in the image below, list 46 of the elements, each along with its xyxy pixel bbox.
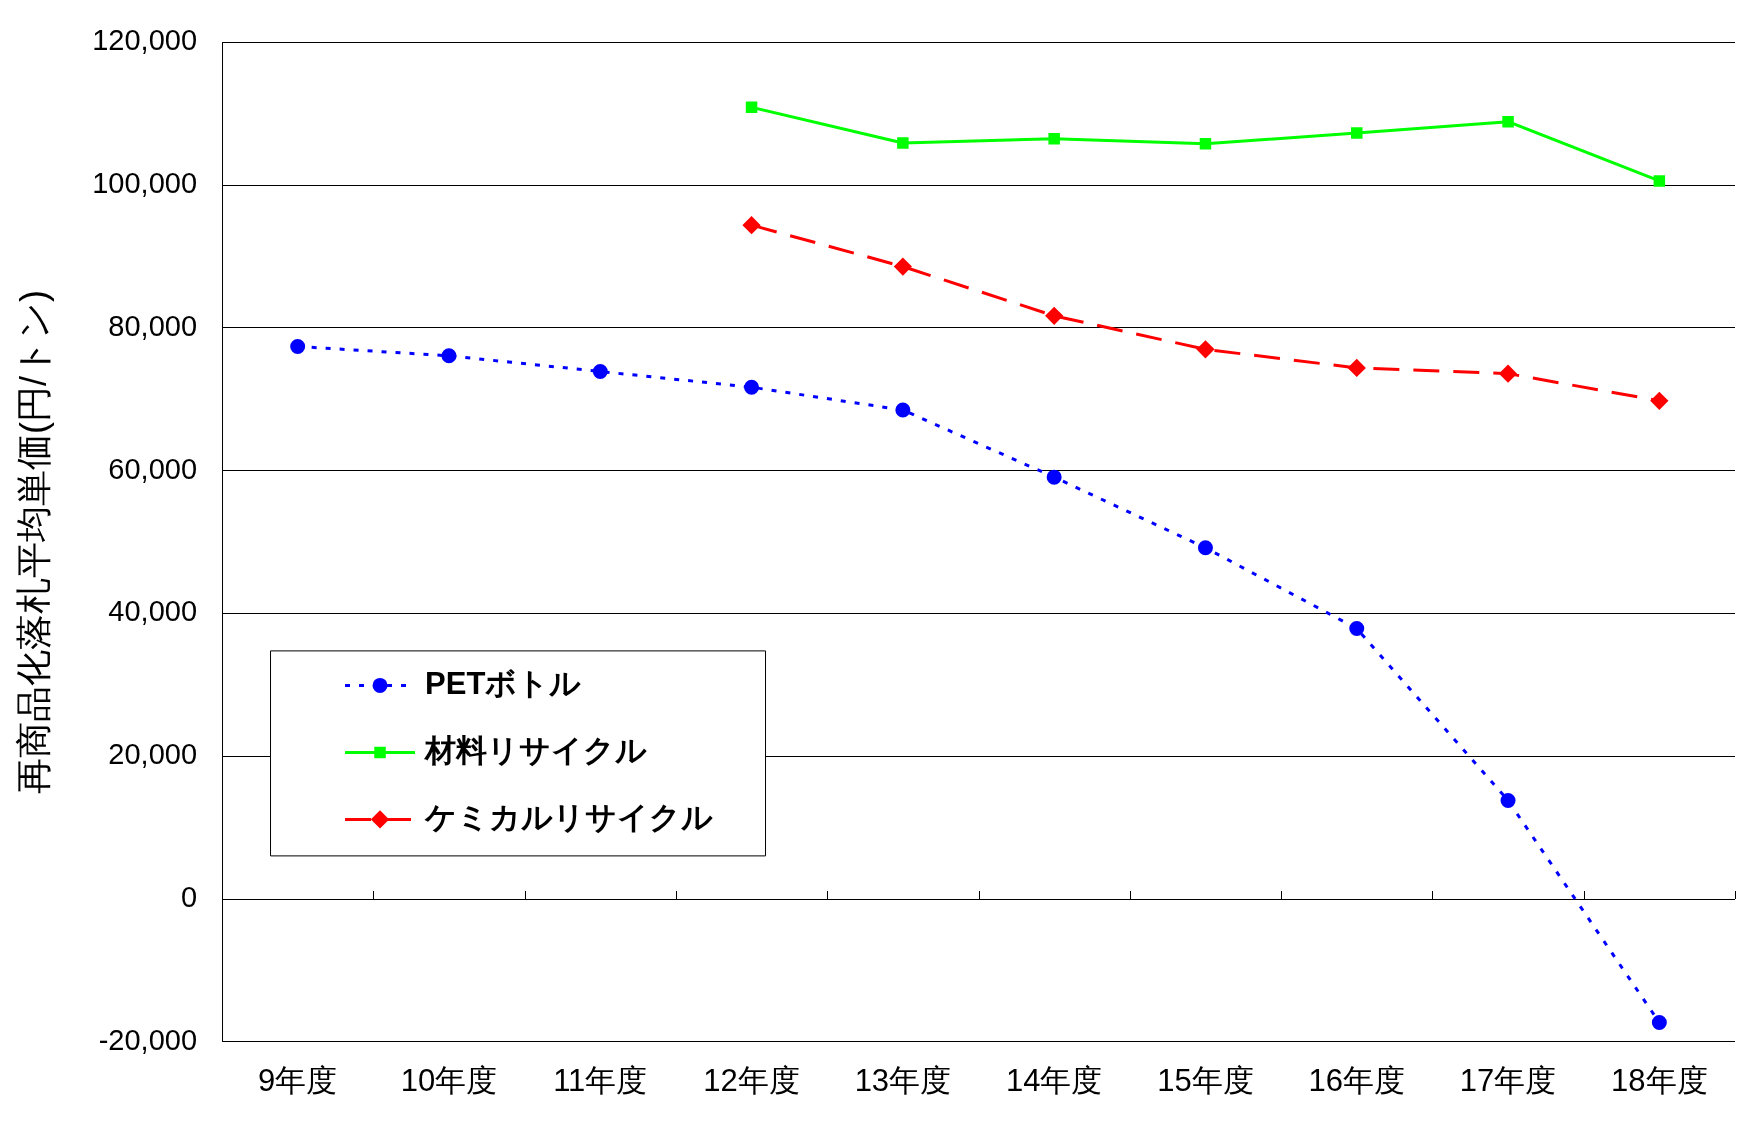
point [894, 258, 912, 276]
x-tick-label: 10年度 [400, 1062, 498, 1098]
y-axis-title: 再商品化落札平均単価(円/トン) [12, 290, 54, 795]
y-tick-label: 20,000 [108, 738, 198, 771]
point [745, 101, 758, 114]
x-tick-label: 9年度 [258, 1062, 338, 1098]
x-tick-label: 17年度 [1459, 1062, 1557, 1098]
x-tick-label: 13年度 [854, 1062, 952, 1098]
point [895, 402, 911, 418]
legend-label: 材料リサイクル [423, 732, 648, 768]
y-tick-label: 60,000 [108, 452, 198, 485]
point [1196, 340, 1214, 358]
point [1499, 365, 1517, 383]
point [1199, 138, 1212, 150]
y-tick-label: 40,000 [108, 595, 198, 628]
point [1502, 115, 1514, 128]
x-tick-label: 12年度 [703, 1062, 800, 1098]
x-tick-label: 16年度 [1308, 1062, 1405, 1098]
point [290, 339, 306, 354]
legend-label: ケミカルリサイクル [424, 799, 714, 835]
x-tick-label: 11年度 [553, 1062, 648, 1098]
point [1653, 175, 1666, 187]
point [897, 137, 909, 149]
point [1045, 307, 1063, 325]
point [1351, 127, 1363, 139]
legend-label: PETボトル [425, 665, 582, 701]
x-tick-label: 18年度 [1611, 1062, 1708, 1098]
y-tick-label: 100,000 [92, 167, 198, 200]
point [743, 216, 761, 234]
point [1048, 133, 1060, 145]
y-tick-label: -20,000 [98, 1023, 198, 1056]
x-tick-label: 14年度 [1005, 1062, 1103, 1098]
y-tick-label: 80,000 [108, 309, 198, 342]
point [1650, 392, 1668, 410]
point [592, 363, 608, 379]
point [1651, 1015, 1667, 1031]
point [441, 348, 457, 364]
point [1197, 540, 1213, 556]
point [1348, 359, 1366, 377]
point [1500, 793, 1516, 809]
y-tick-label: 0 [180, 881, 198, 914]
y-tick-label: 120,000 [92, 24, 198, 57]
point [1046, 469, 1062, 485]
point [744, 379, 760, 395]
point [1349, 620, 1365, 636]
x-tick-label: 15年度 [1157, 1062, 1254, 1098]
